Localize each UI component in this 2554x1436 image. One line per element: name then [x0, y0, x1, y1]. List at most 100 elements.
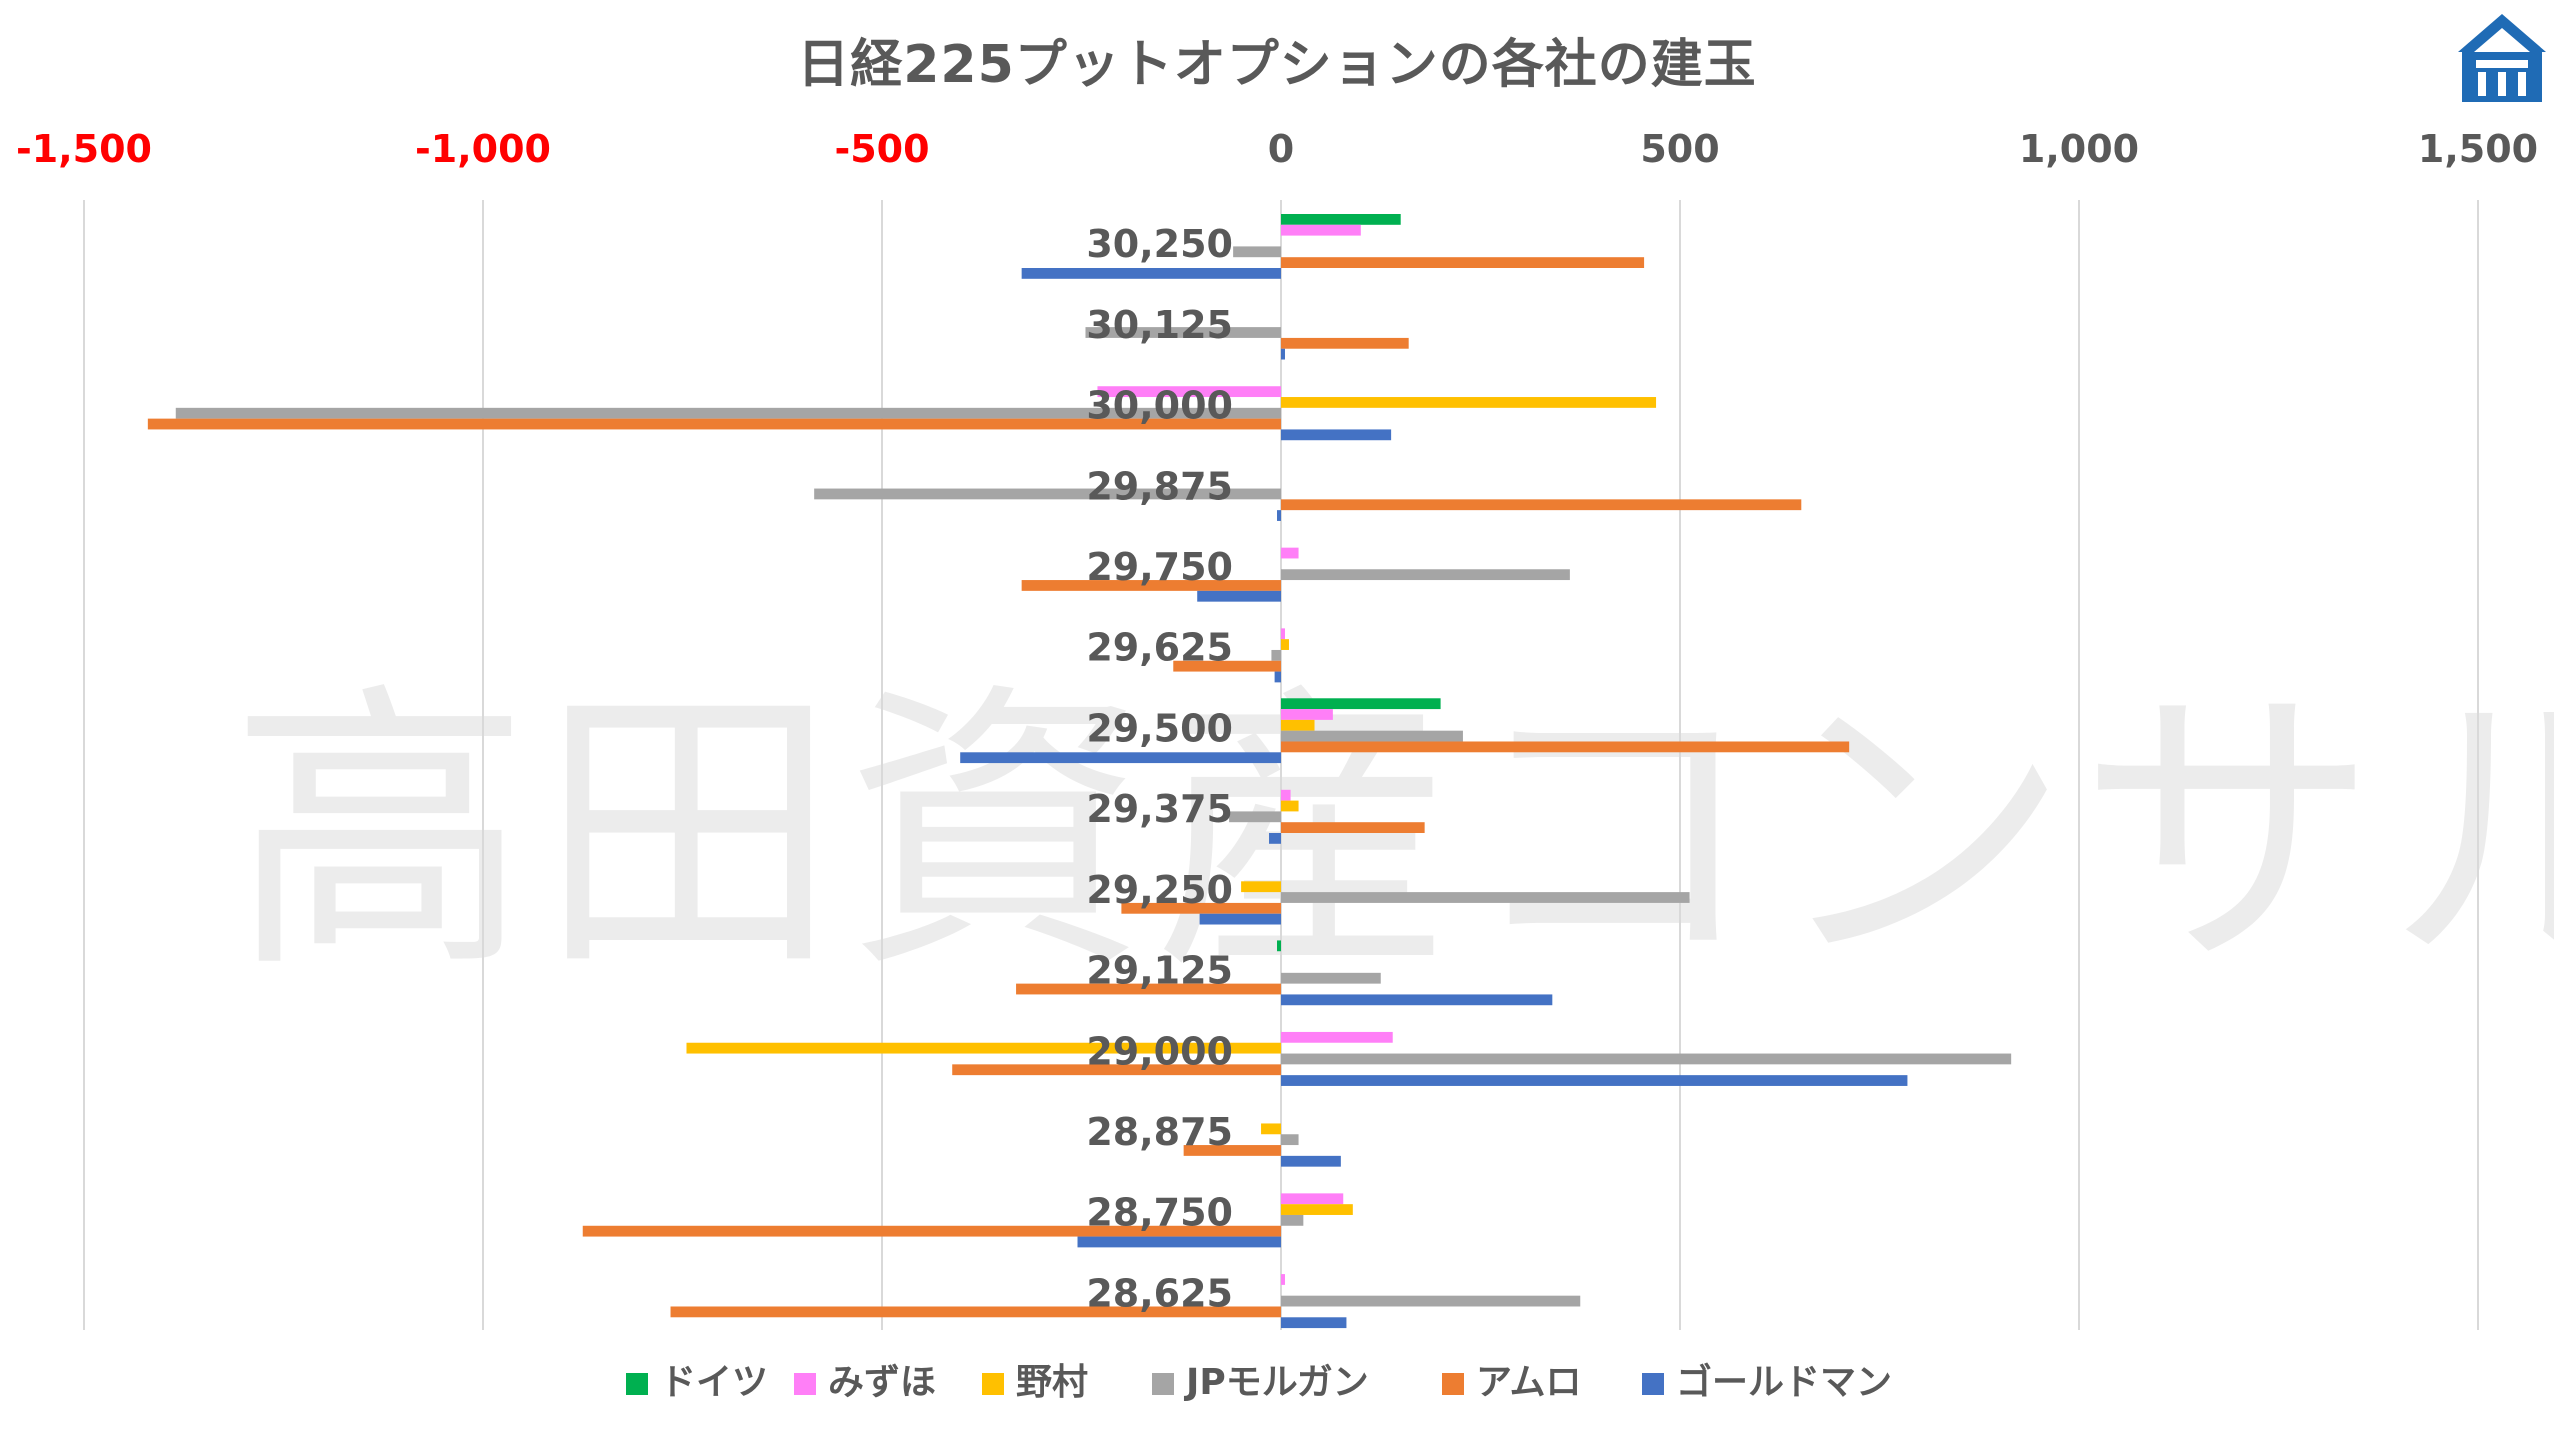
bar-marks [147, 214, 2012, 1329]
bar-5-4 [1197, 590, 1281, 602]
bar-4-8 [1121, 902, 1281, 914]
bar-2-2 [1281, 397, 1657, 408]
bar-5-0 [1021, 268, 1281, 279]
bar-5-3 [1277, 510, 1281, 521]
x-tick-label: 0 [1268, 127, 1294, 171]
legend-swatch-0 [626, 1373, 648, 1395]
bar-5-12 [1077, 1236, 1281, 1248]
bar-1-10 [1281, 1031, 1393, 1043]
bar-4-0 [1281, 257, 1645, 268]
category-label: 29,000 [1086, 1029, 1233, 1073]
bar-0-0 [1281, 214, 1401, 225]
x-tick-label: 1,500 [2418, 127, 2538, 171]
bar-4-11 [1183, 1145, 1281, 1156]
bar-3-11 [1281, 1134, 1299, 1146]
bar-0-9 [1277, 940, 1281, 952]
bar-5-9 [1281, 994, 1553, 1006]
bar-2-6 [1281, 719, 1315, 731]
chart-title: 日経225プットオプションの各社の建玉 [797, 35, 1757, 95]
bar-2-10 [686, 1042, 1281, 1054]
bar-1-0 [1281, 224, 1361, 236]
bar-4-2 [147, 418, 1282, 430]
legend-label-5: ゴールドマン [1676, 1361, 1892, 1403]
x-tick-label: -1,500 [16, 127, 152, 171]
legend-label-1: みずほ [828, 1362, 936, 1403]
bar-4-3 [1281, 499, 1802, 511]
bar-4-13 [670, 1306, 1281, 1318]
bar-3-8 [1281, 892, 1690, 903]
bar-3-5 [1271, 649, 1281, 661]
bar-5-13 [1281, 1317, 1347, 1329]
bar-5-10 [1281, 1075, 1908, 1086]
x-tick-label: 1,000 [2019, 127, 2139, 171]
bar-0-6 [1281, 698, 1441, 710]
bar-5-2 [1281, 429, 1392, 441]
x-axis-ticks: -1,500 -1,000 -500 0 500 1,000 1,500 [16, 127, 2538, 171]
legend-swatch-5 [1642, 1373, 1664, 1395]
legend-swatch-1 [794, 1373, 816, 1395]
bar-5-7 [1269, 833, 1281, 844]
category-label: 29,875 [1086, 464, 1233, 508]
category-label: 29,750 [1086, 545, 1233, 589]
bar-1-6 [1281, 709, 1333, 720]
bar-4-10 [952, 1064, 1281, 1076]
bar-5-8 [1199, 913, 1281, 925]
bar-5-5 [1274, 671, 1281, 683]
bar-4-9 [1016, 983, 1281, 995]
bar-1-5 [1281, 628, 1285, 640]
bar-3-9 [1281, 972, 1381, 984]
bar-2-7 [1281, 800, 1299, 812]
bar-1-12 [1281, 1193, 1344, 1205]
legend-label-0: ドイツ [660, 1362, 768, 1403]
bar-2-11 [1261, 1123, 1281, 1135]
category-label: 29,500 [1086, 706, 1233, 750]
category-label: 29,625 [1086, 626, 1233, 670]
category-label: 28,750 [1086, 1191, 1233, 1235]
x-tick-label: -1,000 [415, 127, 551, 171]
category-labels: 30,250 30,125 30,000 29,875 29,750 29,625 29,5… [1086, 222, 1233, 1315]
legend: ドイツ みずほ 野村 JPモルガン アムロ ゴールドマン [626, 1361, 1892, 1403]
bar-4-1 [1281, 337, 1409, 349]
bar-3-4 [1281, 569, 1570, 581]
bar-5-11 [1281, 1155, 1341, 1167]
bar-3-1 [1085, 327, 1281, 338]
category-label: 30,250 [1086, 222, 1233, 266]
bar-5-6 [960, 752, 1281, 764]
bar-3-10 [1281, 1053, 2012, 1065]
bar-3-12 [1281, 1214, 1304, 1226]
x-tick-label: -500 [834, 127, 929, 171]
legend-swatch-2 [982, 1373, 1004, 1395]
legend-label-3: JPモルガン [1183, 1362, 1369, 1403]
category-label: 28,625 [1086, 1271, 1233, 1315]
bar-3-0 [1233, 246, 1281, 258]
bar-3-3 [814, 488, 1281, 500]
bar-4-7 [1281, 822, 1425, 833]
bar-3-2 [175, 407, 1281, 419]
bar-4-12 [582, 1225, 1281, 1237]
bar-4-5 [1173, 660, 1281, 672]
bar-5-1 [1281, 348, 1285, 360]
legend-swatch-4 [1442, 1373, 1464, 1395]
bar-2-8 [1241, 881, 1281, 893]
bar-1-4 [1281, 547, 1299, 559]
x-tick-label: 500 [1640, 127, 1719, 171]
bar-4-6 [1281, 741, 1850, 753]
category-label: 30,125 [1086, 303, 1233, 347]
bar-3-7 [1229, 811, 1281, 823]
category-label: 29,250 [1086, 868, 1233, 912]
bar-3-13 [1281, 1295, 1581, 1307]
bar-1-2 [1097, 386, 1281, 398]
logo-emblem-icon [2458, 14, 2546, 102]
bar-2-5 [1281, 639, 1289, 650]
bar-1-7 [1281, 789, 1291, 801]
bar-4-4 [1021, 580, 1281, 591]
category-label: 30,000 [1086, 384, 1233, 428]
legend-label-4: アムロ [1476, 1362, 1581, 1403]
legend-swatch-3 [1152, 1373, 1174, 1395]
category-label: 28,875 [1086, 1110, 1233, 1154]
category-label: 29,125 [1086, 949, 1233, 993]
bar-3-6 [1281, 730, 1463, 742]
bar-2-12 [1281, 1204, 1353, 1215]
